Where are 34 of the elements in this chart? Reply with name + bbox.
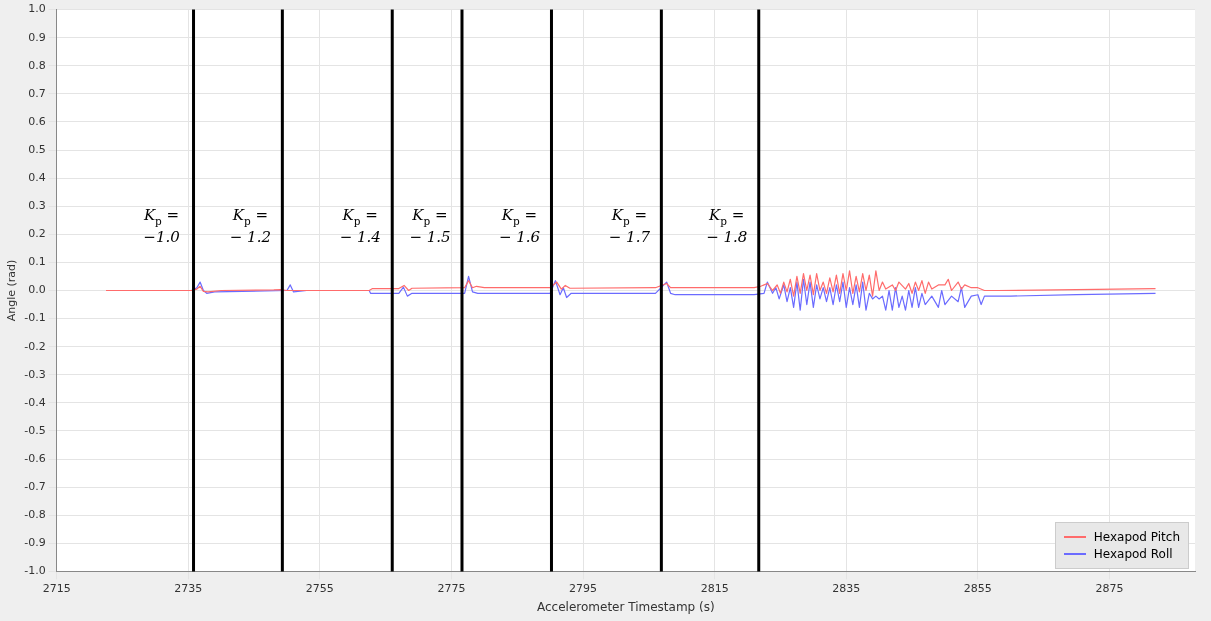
x-tick-label: 2795	[569, 581, 598, 595]
x-tick-label: 2815	[700, 581, 729, 595]
y-tick-label: 0.4	[28, 171, 46, 184]
y-tick-label: -0.6	[24, 451, 46, 465]
y-tick-label: 0.0	[28, 283, 46, 297]
x-tick-label: 2755	[305, 581, 334, 595]
y-tick-label: -0.2	[24, 339, 46, 353]
y-tick-label: -0.7	[24, 479, 46, 493]
y-tick-label: 0.1	[28, 255, 46, 269]
y-tick-label: 0.2	[28, 227, 46, 241]
y-tick-label: -0.4	[24, 395, 46, 409]
y-tick-label: 0.8	[28, 58, 46, 72]
y-tick-label: -1.0	[24, 564, 46, 578]
y-tick-label: -0.3	[24, 367, 46, 381]
x-tick-label: 2855	[963, 581, 992, 595]
y-tick-label: -0.8	[24, 508, 46, 522]
y-tick-label: 0.5	[28, 142, 46, 156]
y-tick-label: 0.7	[28, 86, 46, 100]
y-tick-label: 0.6	[28, 114, 46, 128]
y-tick-label: 1.0	[28, 2, 46, 16]
y-axis-title: Angle (rad)	[5, 259, 19, 322]
y-tick-label: -0.9	[24, 536, 46, 550]
y-tick-label: -0.5	[24, 423, 46, 437]
legend-label: Hexapod Pitch	[1093, 530, 1180, 544]
y-tick-label: 0.9	[28, 30, 46, 44]
x-tick-label: 2715	[42, 581, 71, 595]
y-tick-label: 0.3	[28, 199, 46, 213]
x-axis-title: Accelerometer Timestamp (s)	[537, 599, 715, 614]
x-tick-label: 2835	[832, 581, 861, 595]
x-tick-label: 2735	[174, 581, 203, 595]
x-tick-label: 2875	[1095, 581, 1124, 595]
legend-label: Hexapod Roll	[1093, 547, 1173, 561]
x-tick-label: 2775	[437, 581, 466, 595]
y-tick-label: -0.1	[24, 311, 46, 325]
